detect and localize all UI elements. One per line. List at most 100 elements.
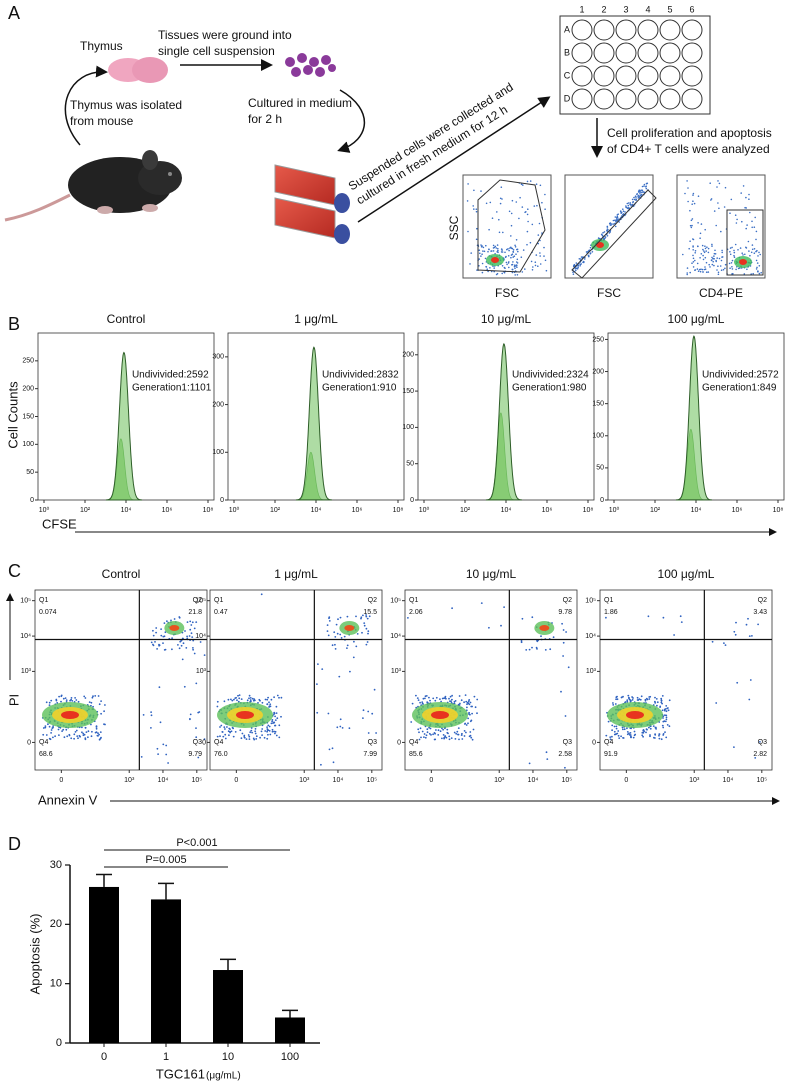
event-dot [416, 697, 419, 699]
event-dot [264, 698, 267, 701]
annotation: Generation1:849 [702, 383, 777, 394]
event-dot [697, 195, 700, 197]
event-dot [499, 202, 502, 205]
x-tick-label: 100 [281, 1051, 299, 1063]
annotation: Undivivided:2592 [132, 370, 209, 381]
event-dot [633, 196, 635, 199]
event-dot [631, 696, 633, 698]
event-dot [513, 264, 516, 267]
event-dot [92, 705, 94, 708]
event-dot [361, 631, 363, 634]
event-dot [450, 737, 453, 739]
event-dot [441, 697, 444, 700]
event-dot [73, 737, 75, 740]
event-dot [254, 730, 257, 733]
event-dot [500, 186, 503, 188]
event-dot [248, 697, 250, 700]
quadrant-name: Q2 [563, 597, 572, 604]
event-dot [198, 711, 201, 713]
plot-title: 1 μg/mL [294, 312, 338, 326]
event-dot [415, 694, 417, 697]
event-dot [432, 733, 434, 736]
event-dot [513, 255, 516, 257]
event-dot [692, 192, 695, 195]
event-dot [525, 649, 528, 651]
event-dot [516, 258, 519, 261]
event-dot [460, 734, 463, 736]
event-dot [195, 736, 198, 739]
event-dot [730, 262, 733, 264]
event-dot [160, 628, 163, 630]
event-dot [729, 267, 731, 270]
event-dot [643, 183, 646, 186]
event-dot [335, 623, 338, 626]
event-dot [488, 248, 490, 251]
event-dot [87, 730, 90, 733]
well [615, 42, 637, 64]
event-dot [632, 736, 635, 739]
event-dot [616, 216, 619, 219]
event-dot [526, 180, 529, 183]
event-dot [87, 736, 89, 739]
x-tick-label: 10⁰ [609, 506, 620, 514]
event-dot [654, 734, 657, 736]
event-dot [516, 266, 518, 269]
event-dot [57, 728, 60, 731]
event-dot [564, 766, 566, 769]
event-dot [99, 731, 102, 733]
event-dot [488, 626, 490, 629]
well [615, 65, 637, 87]
event-dot [476, 712, 478, 715]
event-dot [429, 727, 432, 730]
event-dot [633, 734, 636, 737]
event-dot [220, 724, 223, 727]
event-dot [268, 725, 271, 728]
event-dot [731, 266, 733, 268]
quadrant-value: 76.0 [214, 751, 228, 758]
event-dot [478, 249, 481, 251]
undivided-peak [295, 346, 332, 501]
event-dot [419, 701, 421, 704]
event-dot [619, 210, 622, 212]
event-dot [424, 736, 427, 739]
event-dot [50, 732, 52, 734]
event-dot [692, 194, 694, 196]
event-dot [267, 724, 270, 727]
event-dot [577, 265, 579, 267]
well [637, 65, 659, 87]
label: for 2 h [248, 112, 282, 126]
event-dot [627, 204, 630, 207]
y-tick-label: 10³ [586, 668, 597, 675]
event-dot [76, 735, 79, 737]
event-dot [81, 726, 83, 729]
event-dot [694, 250, 697, 252]
event-dot [178, 616, 181, 619]
event-dot [278, 724, 281, 727]
event-dot [591, 251, 594, 253]
y-tick-label: 100 [212, 449, 224, 456]
event-dot [615, 725, 618, 728]
event-dot [467, 230, 469, 233]
event-dot [365, 614, 367, 616]
quadrant-value: 7.99 [363, 751, 377, 758]
event-dot [756, 266, 758, 269]
event-dot [492, 250, 495, 252]
event-dot [316, 711, 319, 714]
x-tick-label: 10² [80, 507, 91, 514]
event-dot [195, 682, 198, 685]
label: from mouse [70, 114, 134, 128]
event-dot [736, 218, 738, 221]
event-dot [59, 726, 62, 729]
event-dot [186, 621, 189, 623]
event-dot [757, 623, 759, 626]
plot-title: 10 μg/mL [466, 567, 517, 581]
event-dot [755, 268, 758, 270]
event-dot [331, 644, 334, 647]
arrow [64, 65, 108, 146]
event-dot [615, 221, 617, 223]
event-dot [577, 266, 579, 269]
event-dot [437, 734, 440, 736]
event-dot [66, 735, 69, 738]
event-dot [464, 723, 466, 725]
event-dot [641, 185, 644, 188]
